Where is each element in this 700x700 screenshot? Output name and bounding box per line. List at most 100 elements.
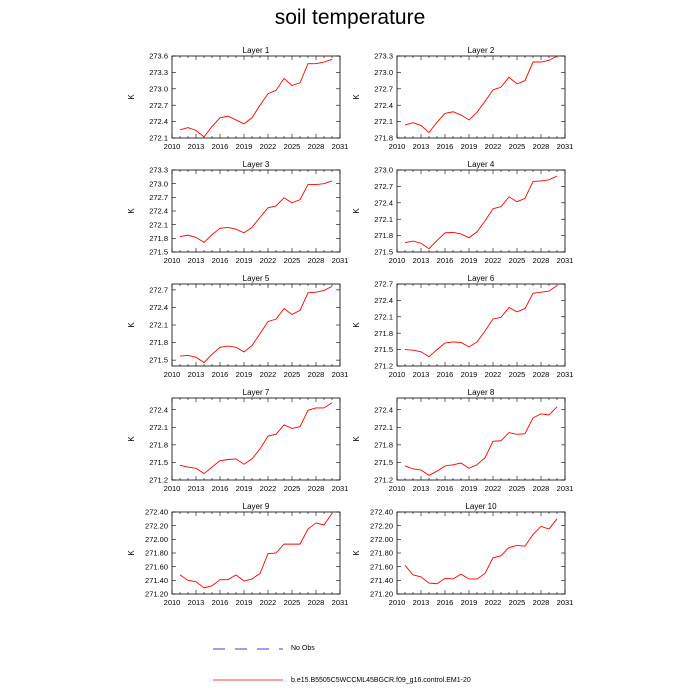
y-axis-label: K xyxy=(352,208,361,214)
x-tick-label: 2022 xyxy=(485,370,502,379)
y-tick-label: 272.7 xyxy=(374,182,393,191)
y-tick-label: 272.00 xyxy=(145,535,168,544)
y-tick-label: 271.40 xyxy=(145,576,168,585)
x-tick-label: 2019 xyxy=(461,370,478,379)
x-tick-label: 2019 xyxy=(461,142,478,151)
panel-title: Layer 2 xyxy=(468,46,495,55)
x-tick-label: 2013 xyxy=(188,484,205,493)
y-tick-label: 271.5 xyxy=(149,248,168,257)
plot-frame xyxy=(396,397,566,481)
y-axis-label: K xyxy=(127,436,136,442)
x-tick-label: 2031 xyxy=(332,256,349,265)
y-tick-label: 272.1 xyxy=(149,134,168,143)
x-tick-label: 2019 xyxy=(236,598,253,607)
x-tick-label: 2010 xyxy=(389,598,406,607)
y-tick-label: 272.4 xyxy=(374,296,393,305)
y-tick-label: 271.60 xyxy=(145,562,168,571)
x-tick-label: 2028 xyxy=(308,370,325,379)
plot-frame xyxy=(171,169,341,253)
panel-layer-10: Layer 10 K 2010 2013 2016 2019 2022 2025 2028 203… xyxy=(352,502,573,607)
panel-title: Layer 6 xyxy=(468,274,495,283)
series-line xyxy=(179,402,333,475)
y-tick-label: 273.0 xyxy=(374,68,393,77)
panel-layer-2: Layer 2 K 2010 2013 2016 2019 2022 2025 2028 2031… xyxy=(352,46,573,151)
x-tick-label: 2028 xyxy=(533,598,550,607)
y-tick-label: 271.8 xyxy=(374,231,393,240)
x-tick-label: 2010 xyxy=(389,142,406,151)
panel-layer-5: Layer 5 K 2010 2013 2016 2019 2022 2025 2028 2031… xyxy=(127,274,348,379)
y-tick-label: 272.1 xyxy=(149,321,168,330)
y-tick-label: 272.1 xyxy=(149,423,168,432)
y-tick-label: 271.8 xyxy=(374,134,393,143)
x-tick-label: 2028 xyxy=(308,484,325,493)
series-line xyxy=(179,180,333,243)
x-tick-label: 2031 xyxy=(557,370,574,379)
x-tick-label: 2028 xyxy=(308,598,325,607)
x-tick-label: 2016 xyxy=(212,142,229,151)
x-tick-label: 2013 xyxy=(413,256,430,265)
x-tick-label: 2016 xyxy=(437,142,454,151)
series-line xyxy=(404,406,558,476)
x-tick-label: 2010 xyxy=(389,370,406,379)
x-tick-label: 2019 xyxy=(236,142,253,151)
plot-frame xyxy=(396,283,566,367)
x-tick-label: 2031 xyxy=(332,598,349,607)
panel-layer-7: Layer 7 K 2010 2013 2016 2019 2022 2025 2028 2031… xyxy=(127,388,348,493)
x-tick-label: 2022 xyxy=(485,142,502,151)
x-tick-label: 2019 xyxy=(461,256,478,265)
series-line xyxy=(404,175,558,250)
y-tick-label: 271.2 xyxy=(149,476,168,485)
plot-frame xyxy=(396,55,566,139)
y-tick-label: 273.3 xyxy=(374,52,393,61)
y-tick-label: 271.8 xyxy=(374,329,393,338)
y-tick-label: 271.8 xyxy=(149,440,168,449)
x-tick-label: 2010 xyxy=(164,370,181,379)
series-line xyxy=(179,58,333,138)
y-tick-label: 272.00 xyxy=(370,535,393,544)
x-tick-label: 2025 xyxy=(284,370,301,379)
x-tick-label: 2016 xyxy=(437,484,454,493)
y-tick-label: 272.40 xyxy=(370,508,393,517)
y-tick-label: 272.7 xyxy=(149,285,168,294)
x-tick-label: 2016 xyxy=(212,598,229,607)
y-tick-label: 271.60 xyxy=(370,562,393,571)
y-tick-label: 272.4 xyxy=(374,101,393,110)
x-tick-label: 2019 xyxy=(236,370,253,379)
x-tick-label: 2010 xyxy=(164,142,181,151)
y-tick-label: 271.8 xyxy=(149,234,168,243)
x-tick-label: 2010 xyxy=(164,484,181,493)
y-tick-label: 271.5 xyxy=(149,458,168,467)
y-tick-label: 271.20 xyxy=(145,590,168,599)
x-tick-label: 2031 xyxy=(332,370,349,379)
y-tick-label: 271.8 xyxy=(374,440,393,449)
x-tick-label: 2010 xyxy=(389,256,406,265)
y-tick-label: 271.20 xyxy=(370,590,393,599)
y-tick-label: 271.5 xyxy=(374,345,393,354)
y-axis-label: K xyxy=(352,322,361,328)
plot-frame xyxy=(171,397,341,481)
x-tick-label: 2028 xyxy=(308,256,325,265)
panel-title: Layer 1 xyxy=(243,46,270,55)
x-tick-label: 2013 xyxy=(188,142,205,151)
series-line xyxy=(404,285,558,358)
x-tick-label: 2025 xyxy=(509,142,526,151)
x-tick-label: 2025 xyxy=(509,484,526,493)
panel-title: Layer 10 xyxy=(465,502,497,511)
x-tick-label: 2025 xyxy=(509,598,526,607)
y-axis-label: K xyxy=(127,322,136,328)
y-tick-label: 272.7 xyxy=(374,84,393,93)
plot-frame xyxy=(171,55,341,139)
y-tick-label: 271.5 xyxy=(374,458,393,467)
figure-title: soil temperature xyxy=(274,6,426,29)
y-tick-label: 272.20 xyxy=(370,521,393,530)
y-tick-label: 271.5 xyxy=(149,356,168,365)
y-tick-label: 272.40 xyxy=(145,508,168,517)
panel-layer-6: Layer 6 K 2010 2013 2016 2019 2022 2025 2028 2031… xyxy=(352,274,573,379)
panel-title: Layer 7 xyxy=(243,388,270,397)
y-axis-label: K xyxy=(127,94,136,100)
y-tick-label: 273.6 xyxy=(149,52,168,61)
x-tick-label: 2016 xyxy=(437,598,454,607)
y-axis-label: K xyxy=(352,436,361,442)
x-tick-label: 2028 xyxy=(533,484,550,493)
x-tick-label: 2016 xyxy=(212,256,229,265)
